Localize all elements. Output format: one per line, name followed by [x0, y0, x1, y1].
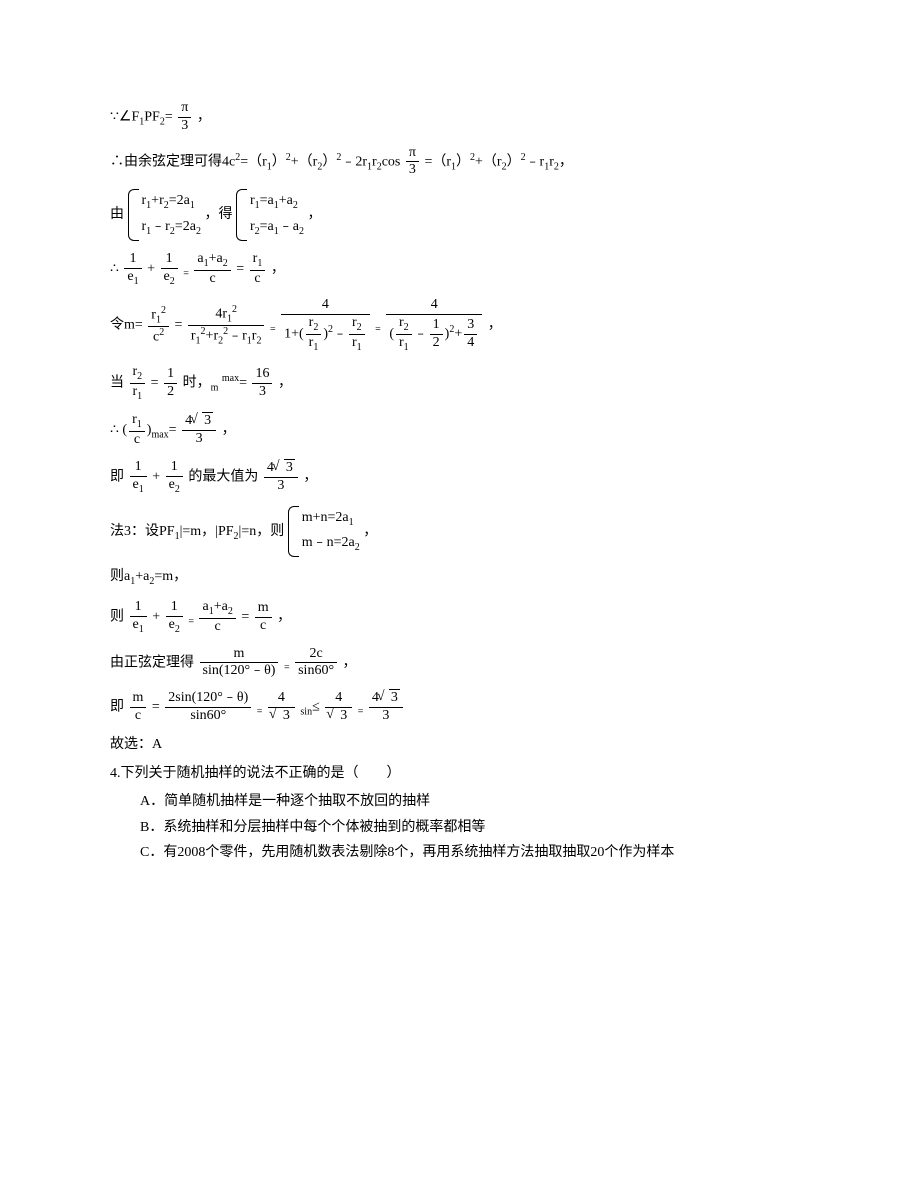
line-13: 即 mc = 2sin(120°﹣θ)sin60° = 43 sin≤ 43 =… [110, 690, 810, 725]
option-a: A．简单随机抽样是一种逐个抽取不放回的抽样 [140, 792, 810, 812]
question-4: 4.下列关于随机抽样的说法不正确的是（ ） [110, 764, 810, 784]
line-8: 即 1e1 + 1e2 的最大值为 433 ， [110, 459, 810, 496]
option-c: C．有2008个零件，先用随机数表法剔除8个，再用系统抽样方法抽取抽取20个作为… [140, 843, 810, 863]
line-10: 则a1+a2=m， [110, 567, 810, 589]
line-14: 故选：A [110, 735, 810, 755]
line-3: 由 r1+r2=2a1 r1﹣r2=2a2 ，得 r1=a1+a2 r2=a1﹣… [110, 189, 810, 241]
line-6: 当 r2r1 = 12 时，m max= 163 ， [110, 364, 810, 403]
line-1: ∵∠F1PF2= π3 ， [110, 100, 810, 135]
line-9: 法3：设PF1|=m，|PF2|=n，则 m+n=2a1 m﹣n=2a2 ， [110, 506, 810, 558]
line-7: ∴ (r1c)max= 433 ， [110, 412, 810, 449]
line-5: 令m= r12c2 = 4r12r12+r22﹣r1r2 = 41+(r2r1)… [110, 297, 810, 353]
line-11: 则 1e1 + 1e2 = a1+a2c = mc ， [110, 599, 810, 636]
line-4: ∴ 1e1 + 1e2 = a1+a2c = r1c ， [110, 251, 810, 288]
option-b: B．系统抽样和分层抽样中每个个体被抽到的概率都相等 [140, 818, 810, 838]
line-12: 由正弦定理得 msin(120°﹣θ) = 2csin60° ， [110, 646, 810, 681]
line-2: ∴由余弦定理可得4c2=（r1）2+（r2）2﹣2r1r2cos π3 =（r1… [110, 145, 810, 180]
